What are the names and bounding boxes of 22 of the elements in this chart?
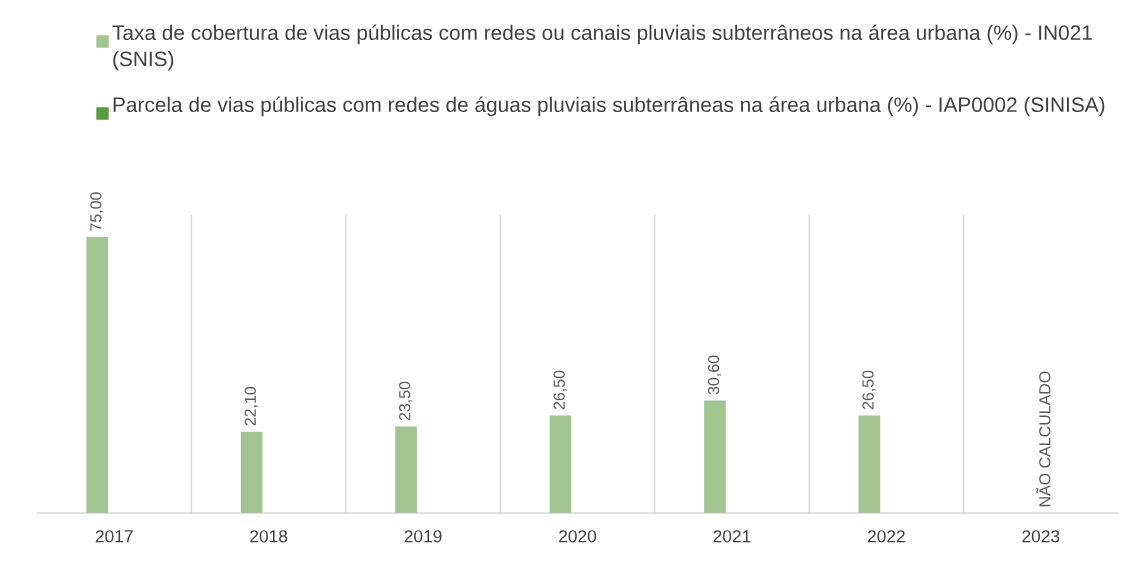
- legend-label: Taxa de cobertura de vias públicas com redes ou canais pluviais subterrâneos na área urbana (%) - IN021 (SNIS): [112, 24, 1092, 71]
- data-label: 22,10: [244, 386, 258, 426]
- data-label: 26,50: [862, 370, 876, 410]
- data-label: 75,00: [90, 192, 104, 231]
- x-tick-label: 2019: [404, 530, 442, 543]
- bar: [704, 400, 726, 513]
- x-tick-label: 2017: [95, 530, 133, 543]
- x-tick-label: 2020: [559, 530, 597, 543]
- bar: [395, 426, 417, 513]
- data-label: 30,60: [707, 355, 722, 395]
- bar: [86, 237, 109, 513]
- x-tick-label: 2021: [713, 530, 751, 543]
- data-label: 26,50: [553, 370, 567, 410]
- x-tick-label: 2023: [1022, 530, 1060, 543]
- bar: [240, 431, 263, 513]
- data-label: 23,50: [399, 381, 413, 421]
- x-tick-label: 2018: [250, 530, 288, 543]
- bar: [858, 415, 881, 513]
- bar: [549, 415, 572, 513]
- x-tick-label: 2022: [867, 530, 905, 543]
- legend-label: Parcela de vias públicas com redes de águas pluviais subterrâneas na área urbana (%) - IAP0002 (SINISA): [113, 96, 1105, 117]
- text: NÃO CALCULADO: [1036, 371, 1051, 507]
